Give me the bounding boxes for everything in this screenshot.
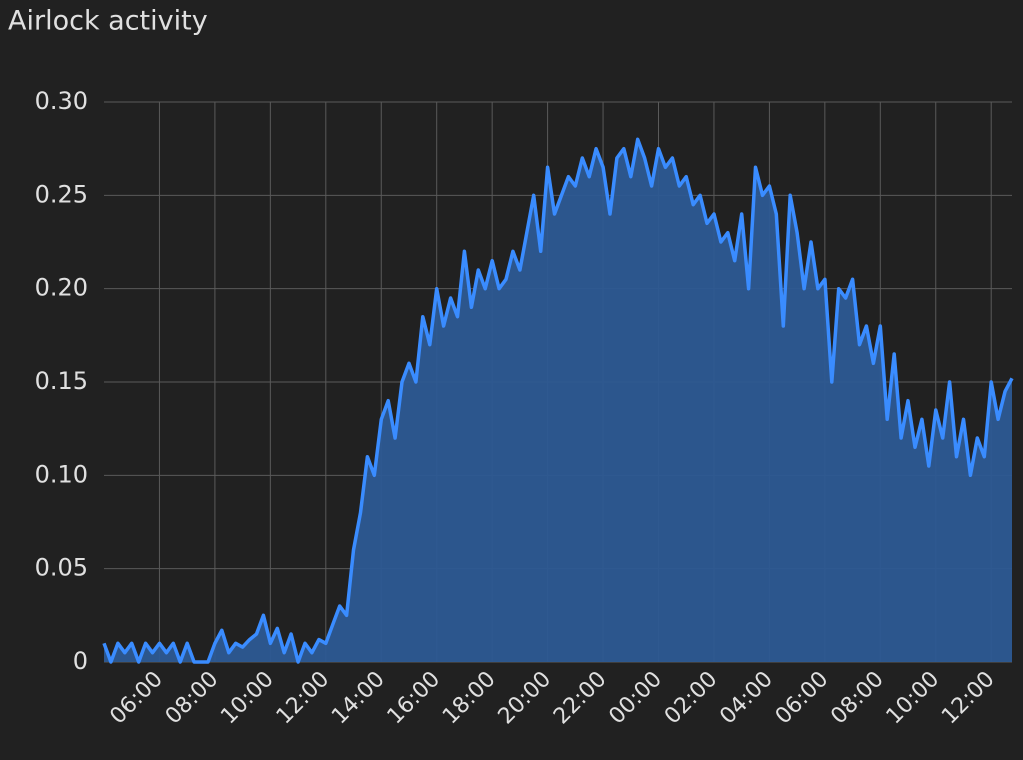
line	[102, 137, 1014, 664]
y-tick-label: 0.15	[35, 367, 88, 395]
y-tick-label: 0.05	[35, 554, 88, 582]
y-tick-label: 0.10	[35, 460, 88, 488]
y-tick-label: 0	[73, 647, 88, 675]
y-tick-label: 0.20	[35, 274, 88, 302]
area	[104, 139, 1012, 663]
y-tick-label: 0.25	[35, 180, 88, 208]
y-tick-label: 0.30	[35, 87, 88, 115]
chart-title: Airlock activity	[8, 6, 208, 37]
